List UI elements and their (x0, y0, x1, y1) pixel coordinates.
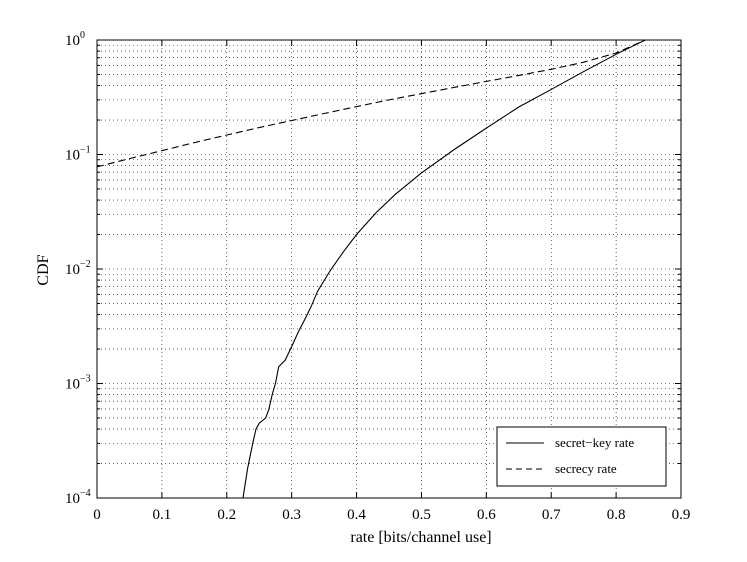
x-tick-label: 0 (93, 507, 101, 523)
y-tick-label: 10−2 (65, 259, 91, 278)
x-tick-label: 0.5 (412, 507, 431, 523)
x-tick-label: 0.2 (217, 507, 236, 523)
y-tick-label-exponent: 0 (80, 30, 85, 41)
series-line-secret-key-rate (242, 39, 646, 499)
x-tick-label: 0.3 (282, 507, 301, 523)
x-tick-label: 0.7 (542, 507, 561, 523)
y-tick-label-base: 10 (65, 491, 80, 507)
x-axis-label: rate [bits/channel use] (350, 529, 491, 546)
y-tick-label: 100 (65, 30, 85, 49)
legend: secret−key rate secrecy rate (496, 426, 667, 487)
series-line-secrecy-rate (96, 39, 646, 168)
x-tick-label: 0.8 (607, 507, 626, 523)
legend-box (496, 426, 667, 487)
axes (96, 39, 682, 499)
y-tick-label-base: 10 (65, 148, 80, 164)
y-tick-label-base: 10 (65, 262, 80, 278)
grid (97, 40, 681, 498)
legend-label-secret-key-rate: secret−key rate (555, 435, 634, 450)
y-tick-label-base: 10 (65, 377, 80, 393)
y-tick-label: 10−1 (65, 145, 91, 164)
y-tick-label-exponent: −1 (80, 145, 91, 156)
x-tick-label: 0.1 (153, 507, 172, 523)
x-tick-label: 0.9 (672, 507, 691, 523)
series-lines (96, 39, 646, 499)
y-tick-label-exponent: −4 (80, 488, 91, 499)
x-tick-labels: 0 0.1 0.2 0.3 0.4 0.5 0.6 0.7 0.8 0.9 (93, 507, 690, 523)
y-axis-label: CDF (35, 254, 52, 285)
y-tick-label: 10−4 (65, 488, 91, 507)
legend-label-secrecy-rate: secrecy rate (555, 461, 617, 476)
x-tick-label: 0.4 (347, 507, 366, 523)
y-tick-label: 10−3 (65, 374, 91, 393)
y-tick-label-exponent: −3 (80, 374, 91, 385)
y-tick-label-exponent: −2 (80, 259, 91, 270)
x-tick-label: 0.6 (477, 507, 496, 523)
y-tick-label-base: 10 (65, 33, 80, 49)
